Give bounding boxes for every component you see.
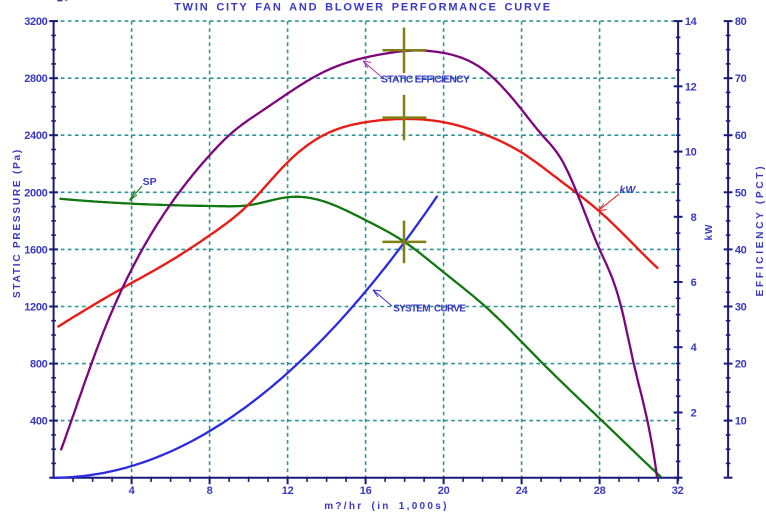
svg-text:70: 70 bbox=[735, 73, 747, 85]
svg-text:16: 16 bbox=[360, 485, 372, 497]
svg-text:50: 50 bbox=[735, 187, 747, 199]
svg-text:kW: kW bbox=[704, 224, 715, 241]
svg-text:800: 800 bbox=[30, 359, 48, 371]
svg-text:10: 10 bbox=[685, 147, 697, 159]
svg-text:2000: 2000 bbox=[24, 187, 47, 199]
svg-text:4: 4 bbox=[691, 342, 698, 354]
svg-text:3200: 3200 bbox=[24, 16, 47, 28]
svg-text:30: 30 bbox=[735, 302, 747, 314]
svg-text:24: 24 bbox=[516, 485, 529, 497]
svg-text:8: 8 bbox=[691, 212, 697, 224]
svg-text:80: 80 bbox=[735, 16, 747, 28]
svg-text:12: 12 bbox=[282, 485, 294, 497]
svg-text:STATIC EFFICIENCY: STATIC EFFICIENCY bbox=[381, 74, 470, 86]
svg-text:STATIC PRESSURE (Pa): STATIC PRESSURE (Pa) bbox=[12, 148, 23, 298]
svg-text:SYSTEM CURVE: SYSTEM CURVE bbox=[393, 304, 466, 315]
svg-text:8: 8 bbox=[207, 485, 213, 497]
svg-text:EFFICIENCY (PCT): EFFICIENCY (PCT) bbox=[755, 164, 766, 297]
svg-text:2400: 2400 bbox=[24, 130, 47, 142]
svg-text:2: 2 bbox=[691, 408, 697, 420]
svg-text:kW: kW bbox=[620, 184, 637, 196]
svg-text:40: 40 bbox=[735, 244, 747, 256]
svg-text:20: 20 bbox=[438, 485, 450, 497]
svg-text:28: 28 bbox=[594, 485, 606, 497]
svg-text:2800: 2800 bbox=[24, 73, 47, 85]
svg-text:6: 6 bbox=[691, 277, 697, 289]
svg-text:1200: 1200 bbox=[24, 302, 47, 314]
svg-text:TWIN CITY FAN AND BLOWER PERFO: TWIN CITY FAN AND BLOWER PERFORMANCE CUR… bbox=[174, 1, 552, 13]
svg-text:1600: 1600 bbox=[24, 244, 47, 256]
svg-text:SP: SP bbox=[143, 176, 157, 188]
svg-text:10: 10 bbox=[735, 416, 747, 428]
svg-text:12: 12 bbox=[685, 81, 697, 93]
svg-text:20: 20 bbox=[735, 359, 747, 371]
svg-text:m?/hr (in 1,000s): m?/hr (in 1,000s) bbox=[324, 501, 449, 512]
svg-text:60: 60 bbox=[735, 130, 747, 142]
svg-text:400: 400 bbox=[30, 416, 48, 428]
svg-text:14: 14 bbox=[685, 16, 698, 28]
svg-text:4: 4 bbox=[129, 485, 136, 497]
svg-text:32: 32 bbox=[672, 485, 684, 497]
